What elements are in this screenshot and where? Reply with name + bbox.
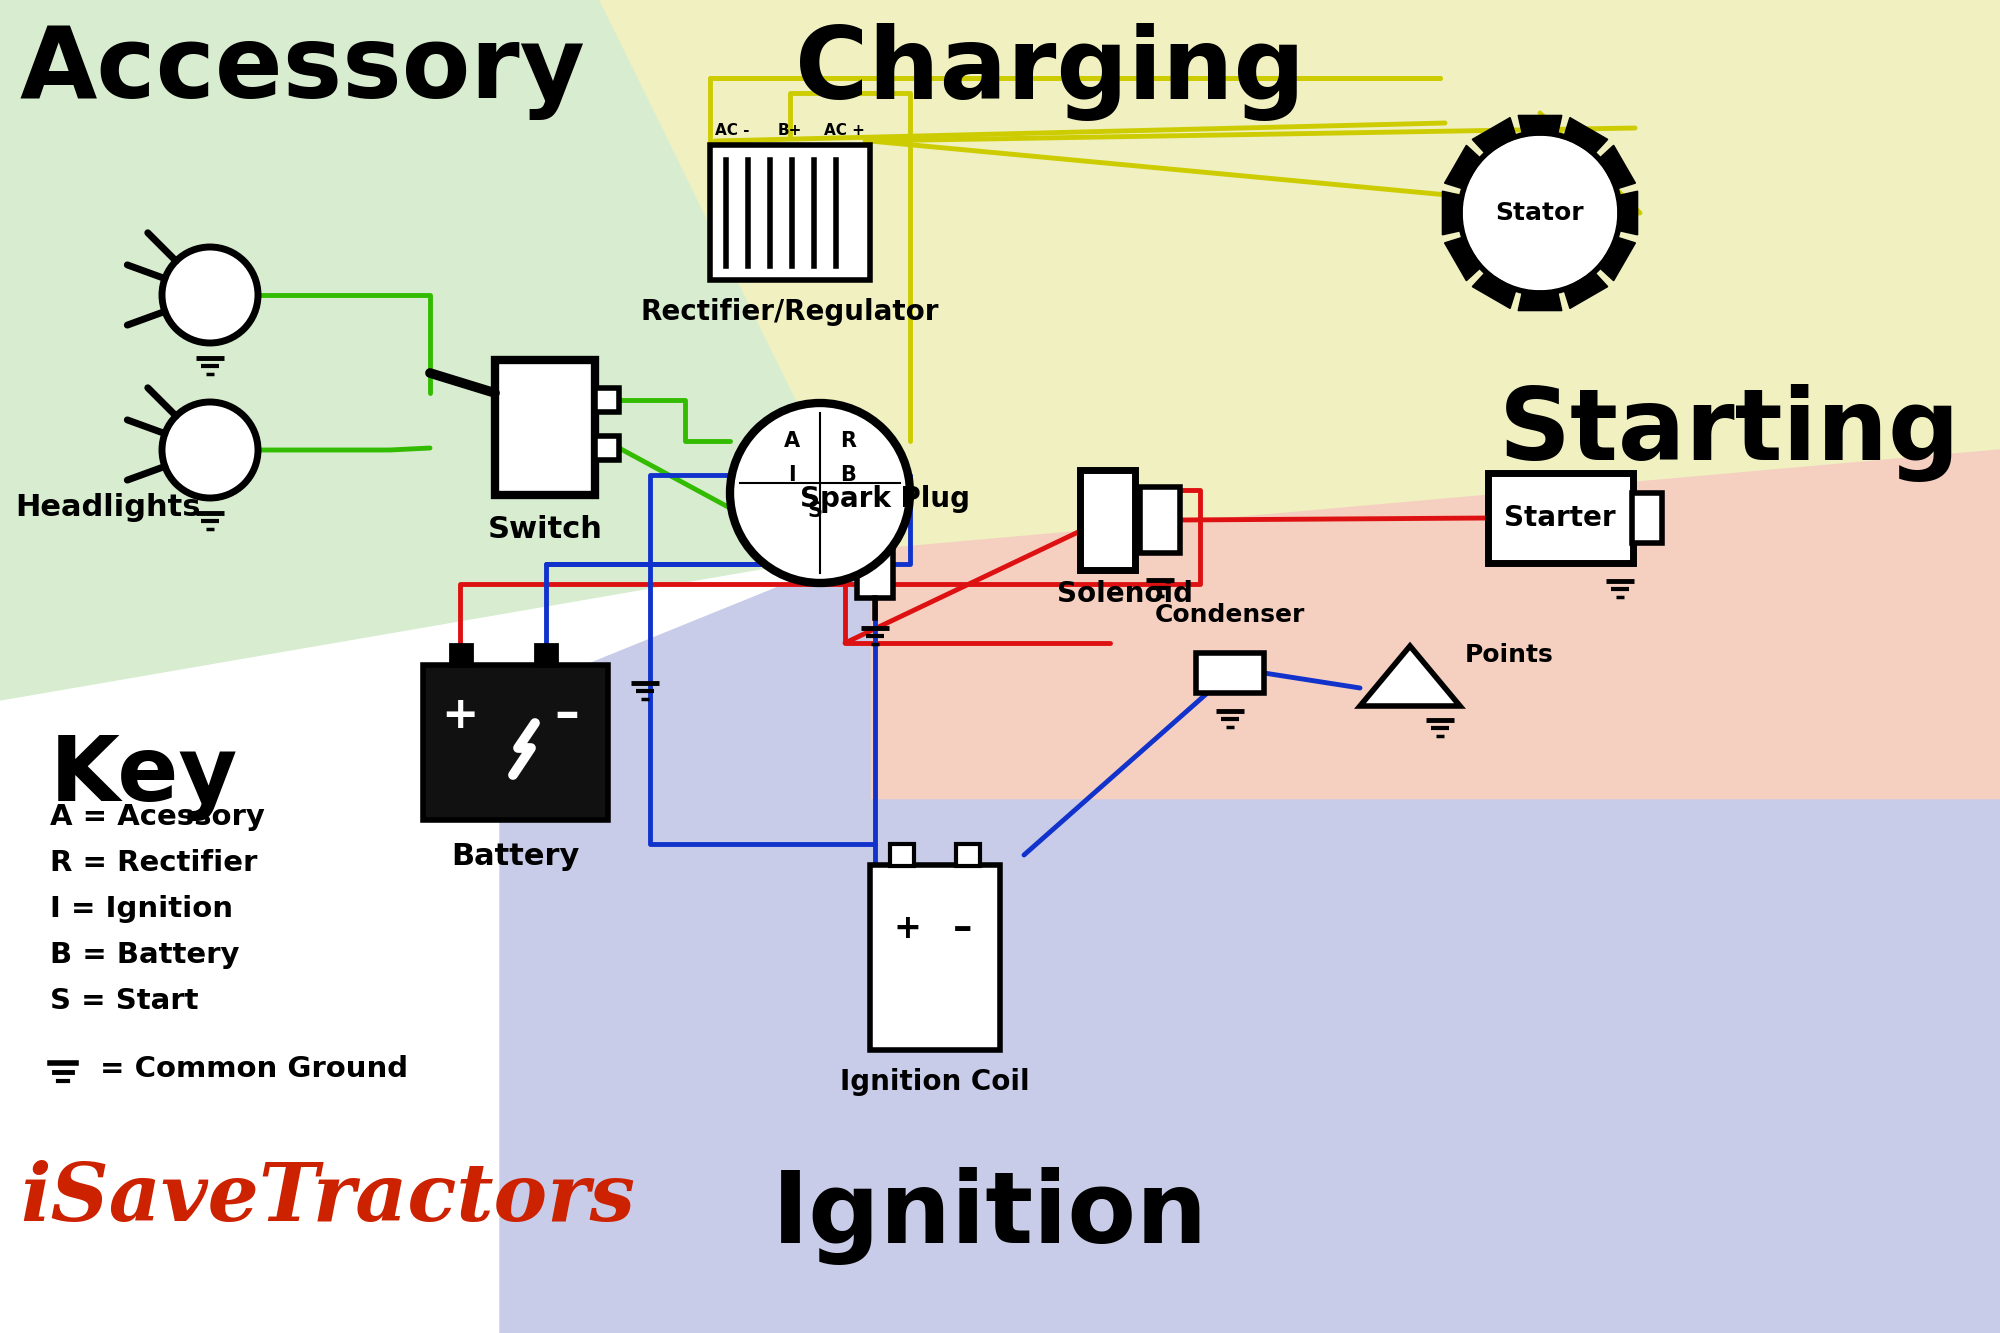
Text: Rectifier/Regulator: Rectifier/Regulator xyxy=(640,299,940,327)
Text: A = Acessory: A = Acessory xyxy=(50,802,264,830)
Text: AC +: AC + xyxy=(824,123,864,139)
Text: S: S xyxy=(808,501,822,521)
Polygon shape xyxy=(1618,191,1638,235)
Bar xyxy=(1196,653,1264,693)
Circle shape xyxy=(162,247,258,343)
Polygon shape xyxy=(1518,116,1562,135)
Text: Charging: Charging xyxy=(794,23,1306,121)
Text: R: R xyxy=(840,431,856,451)
Text: +: + xyxy=(442,693,478,737)
Polygon shape xyxy=(1472,117,1516,155)
Bar xyxy=(536,644,556,666)
Bar xyxy=(1140,487,1180,553)
Bar xyxy=(496,360,596,495)
Text: R = Rectifier: R = Rectifier xyxy=(50,849,258,877)
Text: Starter: Starter xyxy=(1504,504,1616,532)
Bar xyxy=(450,644,472,666)
Bar xyxy=(890,844,914,866)
Polygon shape xyxy=(0,0,870,700)
Bar xyxy=(1080,471,1136,571)
Polygon shape xyxy=(500,551,2000,1333)
Bar xyxy=(864,463,884,519)
Text: +: + xyxy=(894,912,920,945)
Text: Key: Key xyxy=(50,733,238,821)
Polygon shape xyxy=(1360,647,1460,706)
Text: AC -: AC - xyxy=(716,123,750,139)
Text: –: – xyxy=(954,909,972,946)
Text: Accessory: Accessory xyxy=(20,23,586,120)
Text: B = Battery: B = Battery xyxy=(50,941,240,969)
Text: B: B xyxy=(840,465,856,485)
Circle shape xyxy=(162,403,258,499)
Bar xyxy=(1488,473,1632,563)
Polygon shape xyxy=(1444,145,1482,189)
Bar xyxy=(596,388,620,412)
Polygon shape xyxy=(1564,272,1608,308)
Polygon shape xyxy=(1472,272,1516,308)
Text: S = Start: S = Start xyxy=(50,986,198,1014)
Bar xyxy=(1632,493,1662,543)
Text: A: A xyxy=(784,431,800,451)
Text: B+: B+ xyxy=(778,123,802,139)
Polygon shape xyxy=(1518,291,1562,311)
Bar xyxy=(596,436,620,460)
Text: Spark Plug: Spark Plug xyxy=(800,485,970,513)
Text: I: I xyxy=(788,465,796,485)
Text: –: – xyxy=(554,690,580,738)
Text: = Common Ground: = Common Ground xyxy=(100,1054,408,1082)
Text: Solenoid: Solenoid xyxy=(1056,580,1192,608)
Bar xyxy=(870,865,1000,1050)
Polygon shape xyxy=(870,451,2000,800)
Text: Ignition Coil: Ignition Coil xyxy=(840,1068,1030,1096)
Text: Switch: Switch xyxy=(488,515,602,544)
Polygon shape xyxy=(600,0,2000,551)
Polygon shape xyxy=(1564,117,1608,155)
Circle shape xyxy=(1460,133,1620,293)
Bar xyxy=(856,519,892,599)
Polygon shape xyxy=(1442,191,1462,235)
Text: Battery: Battery xyxy=(450,842,580,870)
Text: Ignition: Ignition xyxy=(772,1166,1208,1265)
Text: Condenser: Condenser xyxy=(1154,603,1306,627)
Bar xyxy=(424,665,608,820)
Text: Starting: Starting xyxy=(1498,384,1960,483)
Polygon shape xyxy=(1598,237,1636,281)
Text: Points: Points xyxy=(1464,643,1554,666)
Bar xyxy=(956,844,980,866)
Bar xyxy=(710,145,870,280)
Text: I = Ignition: I = Ignition xyxy=(50,894,232,922)
Circle shape xyxy=(730,403,910,583)
Text: iSaveTractors: iSaveTractors xyxy=(20,1161,636,1238)
Polygon shape xyxy=(1598,145,1636,189)
Text: Stator: Stator xyxy=(1496,201,1584,225)
Polygon shape xyxy=(1444,237,1482,281)
Text: Headlights: Headlights xyxy=(16,493,200,523)
